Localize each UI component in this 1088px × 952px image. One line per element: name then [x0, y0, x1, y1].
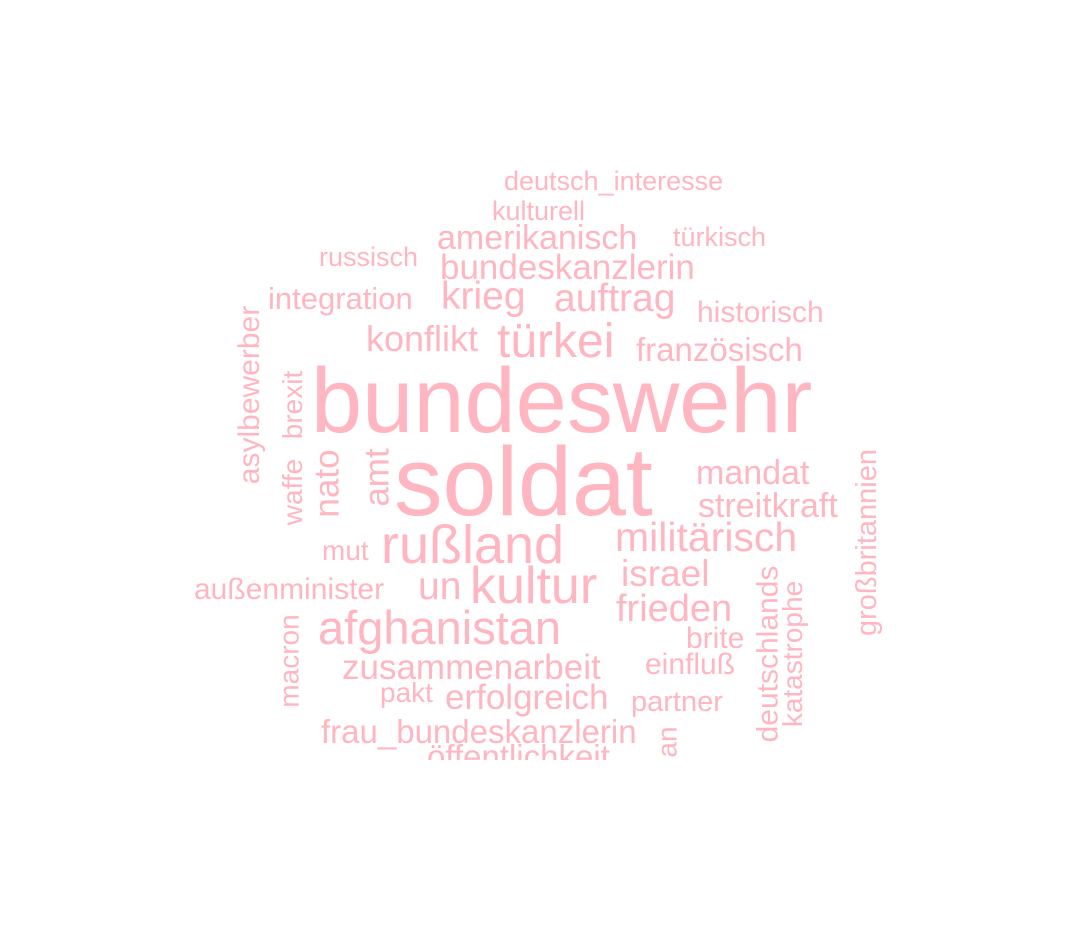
word-französisch: französisch: [636, 331, 803, 368]
word-öffentlichkeit: öffentlichkeit: [427, 738, 610, 760]
word-einfluß: einfluß: [645, 648, 736, 681]
word-macron: macron: [273, 614, 305, 708]
word-türkei: türkei: [497, 315, 615, 368]
word-asylbewerber: asylbewerber: [233, 305, 267, 485]
word-türkisch: türkisch: [673, 222, 767, 252]
word-mandat: mandat: [696, 454, 810, 492]
word-großbritannien: großbritannien: [850, 448, 883, 636]
word-katastrophe: katastrophe: [777, 580, 809, 728]
word-zusammenarbeit: zusammenarbeit: [342, 648, 601, 687]
word-nato: nato: [307, 448, 347, 518]
word-krieg: krieg: [441, 275, 526, 318]
word-frau_bundeskanzlerin: frau_bundeskanzlerin: [321, 713, 637, 750]
word-un: un: [418, 565, 462, 608]
word-frieden: frieden: [616, 588, 733, 630]
word-außenminister: außenminister: [194, 573, 385, 606]
word-konflikt: konflikt: [366, 318, 479, 359]
word-kultur: kultur: [470, 557, 598, 615]
word-israel: israel: [621, 553, 710, 594]
word-an: an: [651, 726, 683, 758]
word-russisch: russisch: [319, 242, 419, 272]
word-erfolgreich: erfolgreich: [445, 678, 609, 717]
word-brexit: brexit: [277, 370, 309, 440]
word-bundeskanzlerin: bundeskanzlerin: [440, 248, 695, 287]
word-deutsch_interesse: deutsch_interesse: [504, 166, 724, 196]
word-mut: mut: [322, 535, 369, 566]
word-pakt: pakt: [380, 677, 433, 708]
word-partner: partner: [631, 686, 723, 718]
word-integration: integration: [268, 281, 413, 316]
word-bundeswehr: bundeswehr: [311, 350, 813, 452]
word-militärisch: militärisch: [615, 514, 798, 560]
word-rußland: rußland: [381, 515, 565, 575]
word-amt: amt: [357, 447, 397, 507]
word-waffe: waffe: [277, 458, 309, 526]
word-historisch: historisch: [697, 296, 824, 329]
word-streitkraft: streitkraft: [698, 487, 838, 525]
word-kulturell: kulturell: [492, 196, 586, 226]
word-auftrag: auftrag: [554, 277, 676, 320]
word-soldat: soldat: [394, 427, 653, 536]
word-brite: brite: [686, 622, 745, 655]
word-amerikanisch: amerikanisch: [437, 219, 638, 257]
word-afghanistan: afghanistan: [318, 601, 562, 654]
word-cloud-area: deutsch_interesse kulturell amerikanisch tü…: [194, 166, 883, 761]
